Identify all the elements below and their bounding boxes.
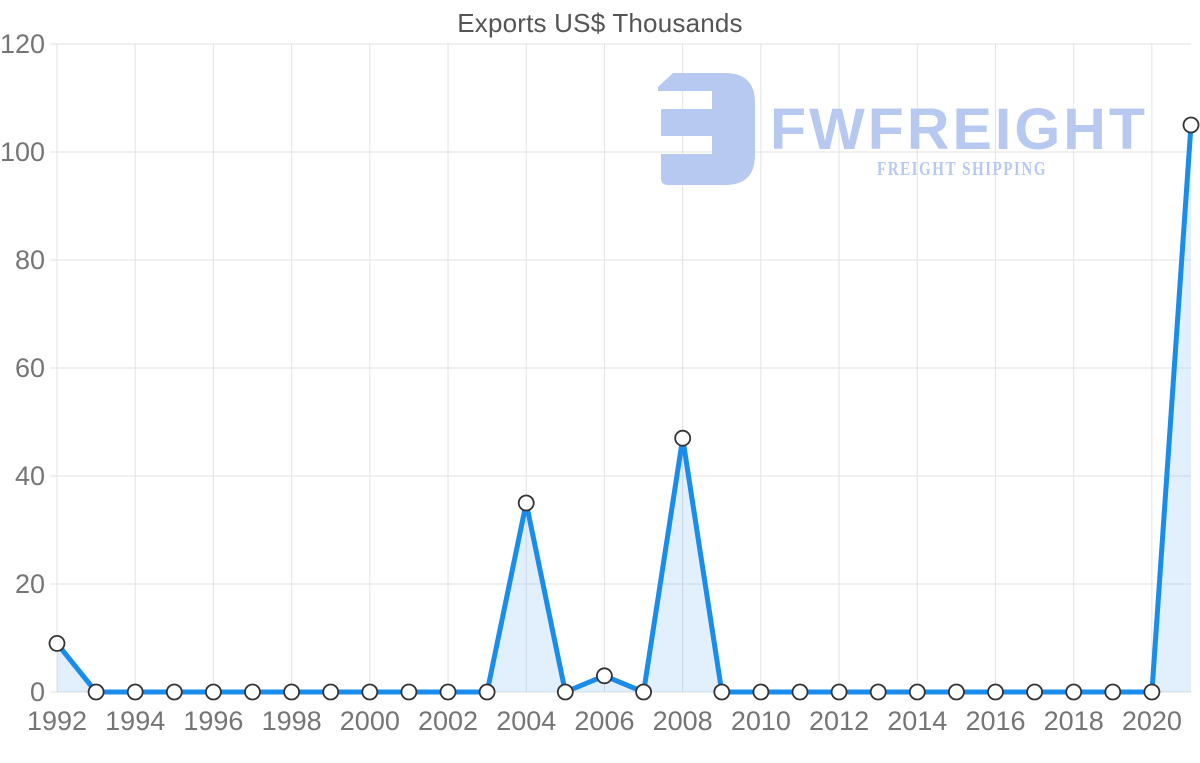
data-point-2020[interactable] [1143, 683, 1161, 701]
data-point-1993[interactable] [87, 683, 105, 701]
grid-layer [56, 43, 1191, 693]
data-point-2016[interactable] [987, 683, 1004, 701]
x-tick-label: 2018 [1044, 706, 1104, 736]
y-tick-label: 100 [0, 137, 45, 167]
data-point-2009[interactable] [713, 683, 731, 701]
data-point-1998[interactable] [283, 683, 301, 701]
axis-labels-layer: 0 20 40 60 80 100 120 1992 1994 1996 1998 2000 2002 2… [0, 29, 1182, 736]
data-point-2012[interactable] [830, 683, 848, 701]
y-tick-label: 20 [15, 569, 45, 599]
x-tick-label: 2006 [574, 706, 634, 736]
watermark-logo: FWFREIGHT FREIGHT SHIPPING [658, 73, 1148, 185]
data-point-2003[interactable] [478, 683, 496, 701]
data-point-2021[interactable] [1182, 116, 1200, 134]
data-point-2008[interactable] [674, 429, 692, 447]
data-point-1996[interactable] [204, 683, 222, 701]
data-point-2018[interactable] [1065, 683, 1083, 701]
x-tick-label: 2008 [653, 706, 713, 736]
data-point-1995[interactable] [165, 683, 183, 701]
series-layer [48, 116, 1200, 701]
area-fill [57, 125, 1191, 692]
logo-icon-middle-arm [661, 109, 712, 136]
data-point-2004[interactable] [517, 494, 535, 512]
y-tick-label: 40 [15, 461, 45, 491]
y-tick-label: 120 [0, 29, 45, 59]
data-point-2005[interactable] [556, 683, 574, 701]
y-tick-label: 60 [15, 353, 45, 383]
logo-icon-top-arm [658, 73, 712, 91]
data-point-1999[interactable] [322, 683, 340, 701]
chart-title: Exports US$ Thousands [457, 8, 743, 38]
data-point-2011[interactable] [791, 683, 809, 701]
data-point-2017[interactable] [1026, 683, 1043, 701]
freight-logo-icon [658, 73, 755, 185]
y-tick-label: 0 [30, 677, 45, 707]
logo-icon-right-bar [712, 73, 755, 185]
x-tick-label: 2016 [965, 706, 1025, 736]
data-point-2001[interactable] [400, 683, 418, 701]
data-point-1997[interactable] [244, 683, 261, 701]
x-tick-label: 1992 [27, 706, 87, 736]
x-tick-label: 1996 [183, 706, 243, 736]
x-tick-label: 1994 [105, 706, 165, 736]
data-point-2014[interactable] [908, 683, 926, 701]
data-point-2015[interactable] [948, 683, 965, 701]
data-point-2019[interactable] [1104, 683, 1122, 701]
watermark-tagline-text: FREIGHT SHIPPING [877, 158, 1047, 180]
data-point-1994[interactable] [126, 683, 144, 701]
x-tick-label: 2002 [418, 706, 478, 736]
logo-icon-bottom-arm [661, 154, 712, 185]
watermark-brand-text: FWFREIGHT [770, 97, 1148, 162]
data-point-1992[interactable] [48, 635, 66, 652]
x-tick-label: 1998 [262, 706, 322, 736]
data-point-2013[interactable] [869, 683, 887, 701]
x-tick-label: 2012 [809, 706, 869, 736]
data-point-2006[interactable] [596, 667, 613, 685]
data-point-2007[interactable] [635, 683, 652, 701]
data-line [54, 122, 1194, 695]
data-point-2000[interactable] [361, 683, 379, 701]
x-tick-label: 2010 [731, 706, 791, 736]
y-tick-label: 80 [15, 245, 45, 275]
x-tick-label: 2014 [887, 706, 947, 736]
data-point-2002[interactable] [439, 683, 457, 701]
x-tick-label: 2020 [1122, 706, 1182, 736]
x-tick-label: 2004 [496, 706, 556, 736]
x-tick-label: 2000 [340, 706, 400, 736]
data-point-2010[interactable] [752, 683, 770, 701]
